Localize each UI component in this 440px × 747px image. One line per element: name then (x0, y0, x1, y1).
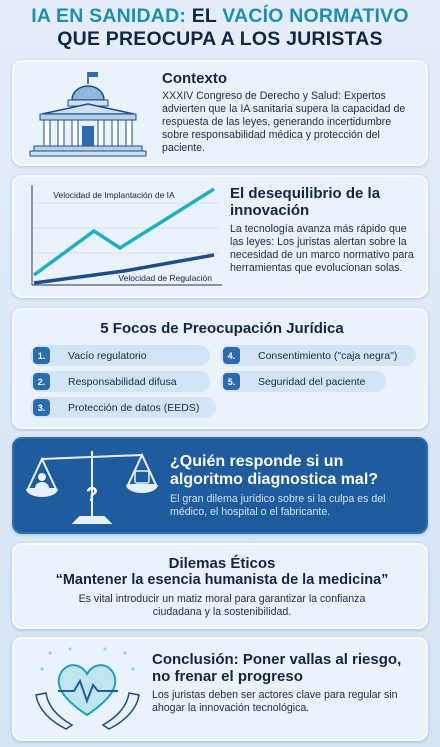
title-line-1: IA EN SANIDAD: EL VACÍO NORMATIVO (0, 5, 440, 28)
chart-label: Velocidad de Implantación de IA (53, 190, 175, 200)
imbalance-card: Velocidad de Implantación de IA Velocida… (12, 175, 428, 298)
concern-label: Seguridad del paciente (258, 375, 366, 388)
liability-title: ¿Quién responde si un algoritmo diagnost… (170, 453, 379, 488)
concern-item: 5. Seguridad del paciente (220, 371, 386, 392)
liability-card: ? ¿Quién responde si un algoritmo diagno… (12, 437, 428, 534)
svg-text:?: ? (86, 484, 98, 506)
conclusion-card: Conclusión: Poner vallas al riesgo, no f… (12, 637, 428, 741)
concerns-card: 5 Focos de Preocupación Jurídica 1. Vacío… (12, 308, 428, 429)
heart-hands-icon (35, 647, 140, 730)
context-card: Contexto XXXIV Congreso de Derecho y Sal… (12, 60, 428, 166)
title-part: IA EN SANIDAD: (31, 5, 187, 27)
concern-label: Consentimiento ("caja negra") (258, 349, 398, 362)
chart-label: Velocidad de Regulación (118, 273, 212, 283)
concern-item: 2. Responsabilidad difusa (30, 371, 210, 392)
context-text: XXXIV Congreso de Derecho y Salud: Exper… (162, 90, 406, 154)
imbalance-text: La tecnología avanza más rápido que las … (230, 223, 414, 274)
scale-icon: ? (26, 451, 158, 524)
ethics-title: Dilemas Éticos (168, 555, 276, 572)
ethics-text: Es vital introducir un matiz moral para … (78, 593, 366, 618)
context-title: Contexto (162, 70, 227, 87)
concern-label: Vacío regulatorio (68, 349, 147, 362)
conclusion-title: Conclusión: Poner vallas al riesgo, no f… (152, 651, 402, 685)
liability-text: El gran dilema jurídico sobre si la culp… (170, 493, 386, 518)
concern-item: 4. Consentimiento ("caja negra") (220, 345, 416, 366)
imbalance-title: El desequilibrio de la innovación (230, 185, 381, 219)
ethics-quote: “Mantener la esencia humanista de la med… (55, 572, 389, 588)
speed-chart: Velocidad de Implantación de IA Velocida… (31, 185, 222, 286)
title-part: EL (191, 5, 217, 27)
building-icon (29, 72, 147, 157)
concern-number: 3. (33, 399, 50, 416)
concern-number: 5. (223, 373, 240, 390)
concern-label: Protección de datos (EEDS) (68, 401, 200, 414)
concern-item: 3. Protección de datos (EEDS) (30, 397, 216, 418)
title-line-2: QUE PREOCUPA A LOS JURISTAS (57, 28, 383, 50)
concern-label: Responsabilidad difusa (68, 375, 177, 388)
title-part: VACÍO NORMATIVO (222, 5, 409, 27)
concern-number: 4. (223, 347, 240, 364)
ethics-card: Dilemas Éticos “Mantener la esencia huma… (12, 543, 428, 629)
conclusion-text: Los juristas deben ser actores clave par… (152, 689, 398, 714)
concerns-title: 5 Focos de Preocupación Jurídica (100, 320, 344, 337)
concern-number: 2. (33, 373, 50, 390)
concern-item: 1. Vacío regulatorio (30, 345, 210, 366)
concern-number: 1. (33, 347, 50, 364)
